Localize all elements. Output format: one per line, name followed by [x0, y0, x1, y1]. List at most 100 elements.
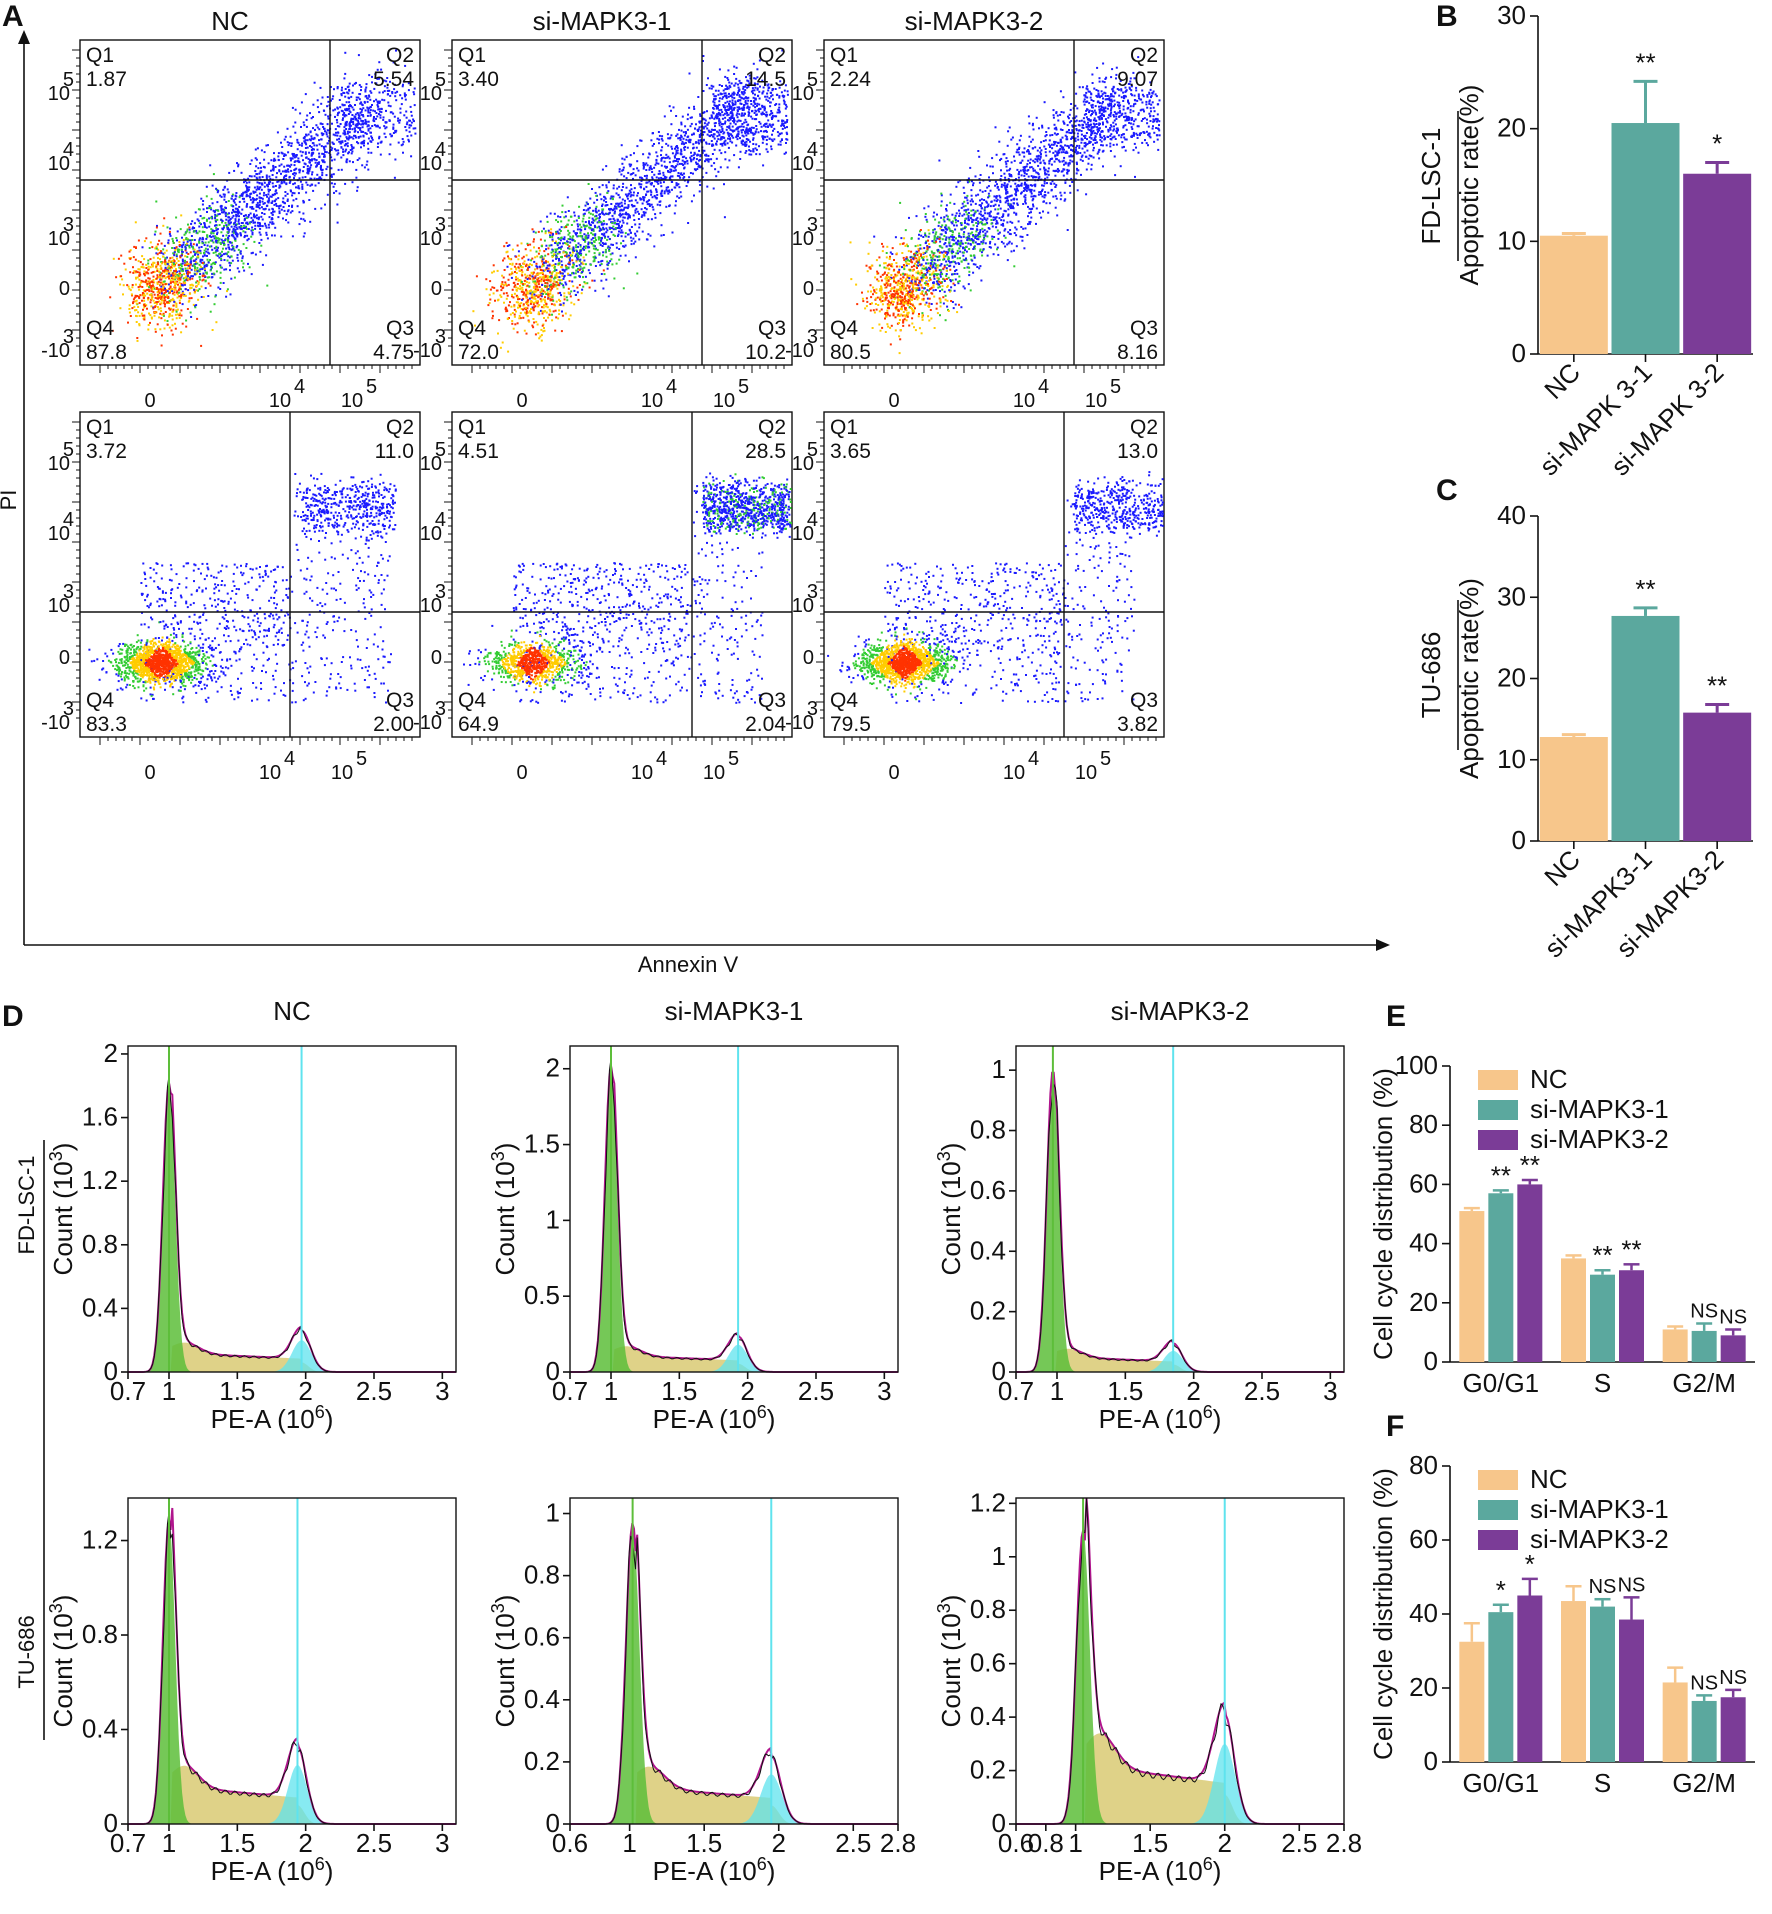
- event-dot: [542, 277, 545, 280]
- event-dot: [685, 157, 688, 160]
- event-dot: [133, 270, 136, 273]
- event-dot: [555, 240, 557, 243]
- event-dot: [755, 153, 758, 156]
- event-dot: [365, 132, 368, 135]
- event-dot: [680, 162, 683, 165]
- event-dot: [311, 158, 314, 161]
- event-dot: [715, 143, 718, 146]
- event-dot: [151, 246, 154, 249]
- event-dot: [188, 246, 191, 249]
- event-dot: [252, 215, 255, 217]
- event-dot: [588, 250, 591, 253]
- event-dot: [263, 213, 266, 215]
- event-dot: [197, 289, 199, 292]
- event-dot: [583, 281, 586, 284]
- event-dot: [189, 244, 192, 247]
- event-dot: [222, 247, 224, 250]
- event-dot: [658, 134, 661, 137]
- event-dot: [638, 212, 640, 215]
- event-dot: [551, 259, 554, 262]
- event-dot: [155, 252, 158, 255]
- event-dot: [747, 132, 750, 135]
- event-dot: [555, 232, 558, 235]
- event-dot: [252, 219, 255, 222]
- event-dot: [500, 283, 503, 286]
- event-dot: [251, 197, 254, 200]
- event-dot: [356, 112, 359, 114]
- event-dot: [380, 140, 383, 143]
- event-dot: [526, 315, 529, 318]
- event-dot: [698, 190, 701, 193]
- event-dot: [229, 293, 232, 296]
- event-dot: [186, 267, 189, 270]
- event-dot: [193, 222, 196, 225]
- event-dot: [675, 145, 678, 148]
- event-dot: [314, 161, 317, 164]
- event-dot: [287, 151, 290, 154]
- event-dot: [760, 112, 763, 115]
- event-dot: [588, 226, 591, 229]
- event-dot: [619, 231, 622, 234]
- event-dot: [744, 151, 747, 154]
- event-dot: [583, 259, 586, 262]
- event-dot: [758, 97, 761, 100]
- event-dot: [259, 250, 262, 253]
- event-dot: [561, 264, 564, 267]
- event-dot: [205, 226, 208, 229]
- event-dot: [732, 91, 735, 94]
- event-dot: [284, 194, 287, 197]
- event-dot: [724, 75, 727, 78]
- event-dot: [703, 122, 706, 125]
- event-dot: [649, 167, 652, 170]
- event-dot: [580, 254, 582, 257]
- event-dot: [303, 232, 306, 235]
- event-dot: [192, 243, 195, 246]
- event-dot: [609, 227, 612, 230]
- event-dot: [325, 131, 328, 134]
- event-dot: [324, 203, 326, 206]
- event-dot: [360, 119, 363, 122]
- event-dot: [556, 244, 559, 247]
- event-dot: [740, 107, 743, 110]
- event-dot: [530, 299, 533, 302]
- event-dot: [177, 248, 180, 251]
- event-dot: [179, 256, 182, 259]
- event-dot: [171, 297, 174, 300]
- event-dot: [201, 242, 204, 245]
- event-dot: [219, 271, 222, 274]
- event-dot: [520, 308, 523, 310]
- event-dot: [225, 201, 228, 203]
- event-dot: [199, 260, 202, 263]
- event-dot: [318, 176, 321, 179]
- event-dot: [542, 269, 545, 272]
- event-dot: [205, 272, 208, 275]
- event-dot: [645, 181, 648, 184]
- event-dot: [277, 152, 280, 155]
- event-dot: [626, 207, 629, 210]
- event-dot: [233, 249, 236, 252]
- event-dot: [148, 312, 150, 315]
- event-dot: [634, 209, 637, 212]
- event-dot: [753, 112, 756, 114]
- event-dot: [520, 282, 523, 285]
- event-dot: [660, 178, 663, 180]
- event-dot: [525, 292, 528, 295]
- event-dot: [617, 233, 620, 236]
- event-dot: [562, 238, 565, 240]
- event-dot: [563, 295, 566, 298]
- event-dot: [167, 275, 170, 278]
- event-dot: [348, 105, 351, 108]
- event-dot: [340, 168, 343, 171]
- event-dot: [371, 138, 374, 141]
- event-dot: [247, 237, 250, 240]
- event-dot: [525, 308, 527, 311]
- event-dot: [537, 277, 540, 280]
- event-dot: [742, 125, 745, 128]
- event-dot: [544, 296, 546, 299]
- event-dot: [330, 156, 333, 159]
- annexin-axis-arrow-icon: [1376, 939, 1390, 951]
- event-dot: [706, 133, 709, 136]
- event-dot: [767, 119, 770, 122]
- event-dot: [628, 189, 631, 192]
- event-dot: [561, 268, 564, 271]
